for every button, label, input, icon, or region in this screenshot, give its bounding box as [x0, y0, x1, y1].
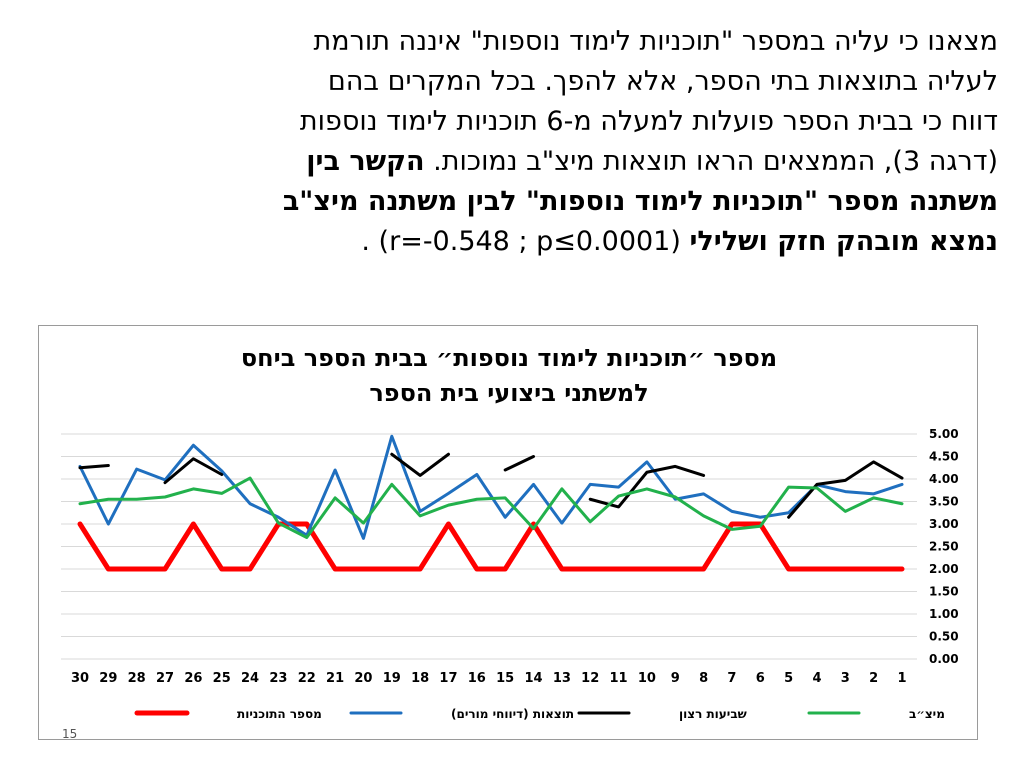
- series-line: [77, 521, 905, 572]
- x-tick-label: 11: [610, 671, 628, 686]
- paragraph-line-4: (דרגה 3), הממצאים הראו תוצאות מיצ"ב נמוכ…: [18, 142, 998, 182]
- x-tick-label: 9: [671, 671, 680, 686]
- paragraph-line-4-bold: הקשר בין: [306, 146, 425, 177]
- paragraph-line-1: מצאנו כי עליה במספר "תוכניות לימוד נוספו…: [313, 26, 998, 57]
- x-tick-label: 13: [553, 671, 571, 686]
- paragraph-line-6: נמצא מובהק חזק ושלילי (r=-0.548 ; p≤0.00…: [18, 222, 998, 262]
- x-axis-ticks: 1234567891011121314151617181920212223242…: [71, 671, 907, 686]
- y-tick-label: 0.50: [929, 630, 959, 644]
- y-tick-label: 3.50: [929, 495, 959, 509]
- x-tick-label: 19: [383, 671, 401, 686]
- paragraph: מצאנו כי עליה במספר "תוכניות לימוד נוספו…: [18, 22, 998, 262]
- y-tick-label: 0.00: [929, 652, 959, 666]
- paragraph-line-2: לעליה בתוצאות בתי הספר, אלא להפך. בכל המ…: [327, 66, 998, 97]
- x-tick-label: 8: [699, 671, 708, 686]
- x-tick-label: 5: [784, 671, 793, 686]
- x-tick-label: 25: [213, 671, 231, 686]
- paragraph-line-5: משתנה מספר "תוכניות לימוד נוספות" לבין מ…: [18, 182, 998, 222]
- x-tick-label: 18: [411, 671, 429, 686]
- y-axis-ticks: 0.00 0.50 1.00 1.50 2.00 2.50 3.00 3.50 4.00 4.50…: [929, 427, 959, 666]
- series-line: [163, 457, 224, 485]
- y-tick-label: 2.00: [929, 562, 959, 576]
- legend-label: שביעות רצון: [679, 707, 747, 721]
- x-tick-label: 21: [326, 671, 344, 686]
- line-chart: מספר ״תוכניות לימוד נוספות״ בבית הספר בי…: [61, 344, 959, 721]
- paragraph-line-6-bold: נמצא מובהק חזק ושלילי: [689, 226, 998, 257]
- x-tick-label: 16: [468, 671, 486, 686]
- series-line: [503, 455, 536, 472]
- x-tick-label: 22: [298, 671, 316, 686]
- x-tick-label: 12: [581, 671, 599, 686]
- y-tick-label: 3.00: [929, 517, 959, 531]
- chart-frame: מספר ״תוכניות לימוד נוספות״ בבית הספר בי…: [38, 325, 978, 740]
- series-line: [787, 460, 904, 519]
- series-line: [78, 464, 110, 470]
- x-tick-label: 24: [241, 671, 259, 686]
- x-tick-label: 27: [156, 671, 174, 686]
- x-tick-label: 20: [354, 671, 372, 686]
- x-tick-label: 6: [756, 671, 765, 686]
- chart-title-line-2: למשתני ביצועי בית הספר: [369, 379, 648, 407]
- x-tick-label: 1: [897, 671, 906, 686]
- x-tick-label: 29: [99, 671, 117, 686]
- paragraph-line-4-normal: (דרגה 3), הממצאים הראו תוצאות מיצ"ב נמוכ…: [424, 146, 998, 177]
- x-tick-label: 2: [869, 671, 878, 686]
- series-line: [78, 476, 904, 539]
- chart-title-line-1: מספר ״תוכניות לימוד נוספות״ בבית הספר בי…: [241, 344, 777, 372]
- y-tick-label: 1.50: [929, 585, 959, 599]
- y-tick-label: 1.00: [929, 607, 959, 621]
- x-tick-label: 17: [439, 671, 457, 686]
- x-tick-label: 4: [812, 671, 821, 686]
- x-tick-label: 7: [727, 671, 736, 686]
- y-tick-label: 2.50: [929, 540, 959, 554]
- x-tick-label: 28: [128, 671, 146, 686]
- legend-label: מספר התוכניות: [237, 707, 322, 721]
- series-line: [78, 434, 904, 540]
- paragraph-line-5-bold: משתנה מספר "תוכניות לימוד נוספות" לבין מ…: [282, 186, 998, 217]
- x-tick-label: 15: [496, 671, 514, 686]
- y-tick-label: 4.00: [929, 472, 959, 486]
- page-number: 15: [62, 727, 78, 741]
- gridlines: [61, 433, 917, 660]
- x-tick-label: 10: [638, 671, 656, 686]
- x-tick-label: 14: [524, 671, 542, 686]
- x-tick-label: 3: [841, 671, 850, 686]
- legend-label: מיצ״ב: [909, 707, 945, 721]
- paragraph-line-3: דווח כי בבית הספר פועלות למעלה מ-6 תוכני…: [299, 106, 998, 137]
- series-line: [390, 452, 450, 477]
- legend: מספר התוכניות תוצאות (דיווחי מורים) שביעות…: [134, 707, 945, 721]
- x-tick-label: 30: [71, 671, 89, 686]
- y-tick-label: 5.00: [929, 427, 959, 441]
- legend-label: תוצאות (דיווחי מורים): [451, 707, 574, 721]
- x-tick-label: 23: [269, 671, 287, 686]
- y-tick-label: 4.50: [929, 450, 959, 464]
- paragraph-line-6-stats: (r=-0.548 ; p≤0.0001) .: [361, 226, 690, 257]
- x-tick-label: 26: [184, 671, 202, 686]
- series-lines: [77, 434, 905, 572]
